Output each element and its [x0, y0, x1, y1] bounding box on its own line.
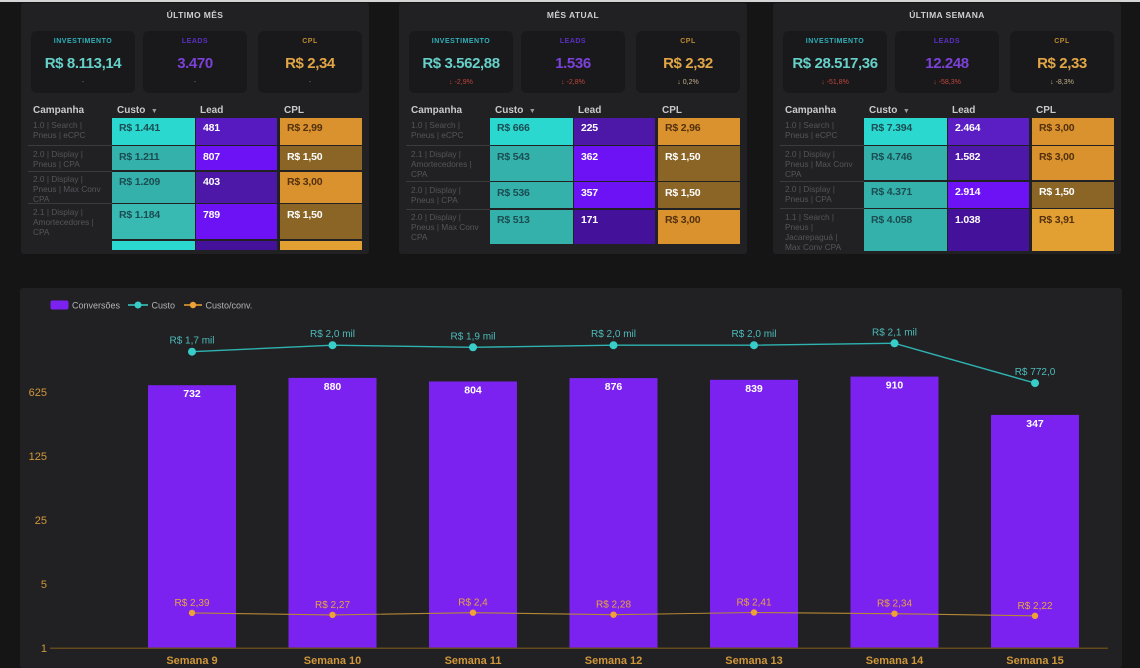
svg-text:910: 910: [886, 380, 904, 392]
svg-text:Semana 14: Semana 14: [866, 655, 924, 667]
svg-text:880: 880: [324, 381, 342, 393]
svg-text:Semana 12: Semana 12: [585, 655, 642, 667]
svg-text:R$ 2,0 mil: R$ 2,0 mil: [731, 329, 776, 340]
svg-text:R$ 2,1 mil: R$ 2,1 mil: [872, 327, 917, 338]
svg-text:Custo: Custo: [152, 301, 176, 311]
svg-text:347: 347: [1026, 418, 1044, 430]
svg-text:R$ 2,41: R$ 2,41: [736, 598, 771, 609]
svg-text:839: 839: [745, 383, 763, 395]
svg-text:R$ 2,28: R$ 2,28: [596, 600, 631, 611]
svg-text:R$ 2,39: R$ 2,39: [174, 598, 209, 609]
svg-text:Semana 10: Semana 10: [304, 655, 361, 667]
svg-text:732: 732: [183, 388, 201, 400]
svg-text:Custo/conv.: Custo/conv.: [206, 301, 253, 311]
svg-text:R$ 772,0: R$ 772,0: [1015, 367, 1056, 378]
svg-text:R$ 1,7 mil: R$ 1,7 mil: [169, 336, 214, 347]
svg-text:R$ 1,9 mil: R$ 1,9 mil: [450, 331, 495, 342]
svg-text:5: 5: [41, 579, 47, 591]
svg-text:804: 804: [464, 385, 482, 397]
svg-text:R$ 2,22: R$ 2,22: [1017, 601, 1052, 612]
svg-text:1: 1: [41, 643, 47, 655]
svg-text:R$ 2,0 mil: R$ 2,0 mil: [310, 329, 355, 340]
svg-text:25: 25: [35, 515, 47, 527]
svg-text:Semana 15: Semana 15: [1006, 655, 1063, 667]
svg-text:Semana 11: Semana 11: [445, 655, 502, 667]
svg-text:876: 876: [605, 381, 623, 393]
svg-text:R$ 2,27: R$ 2,27: [315, 600, 350, 611]
svg-text:R$ 2,0 mil: R$ 2,0 mil: [591, 329, 636, 340]
svg-text:R$ 2,34: R$ 2,34: [877, 599, 912, 610]
svg-text:R$ 2,4: R$ 2,4: [458, 598, 488, 609]
svg-text:Semana 13: Semana 13: [725, 655, 782, 667]
svg-text:Semana 9: Semana 9: [166, 655, 217, 667]
svg-text:625: 625: [29, 387, 47, 399]
svg-text:Conversões: Conversões: [72, 301, 121, 311]
svg-text:125: 125: [29, 451, 47, 463]
